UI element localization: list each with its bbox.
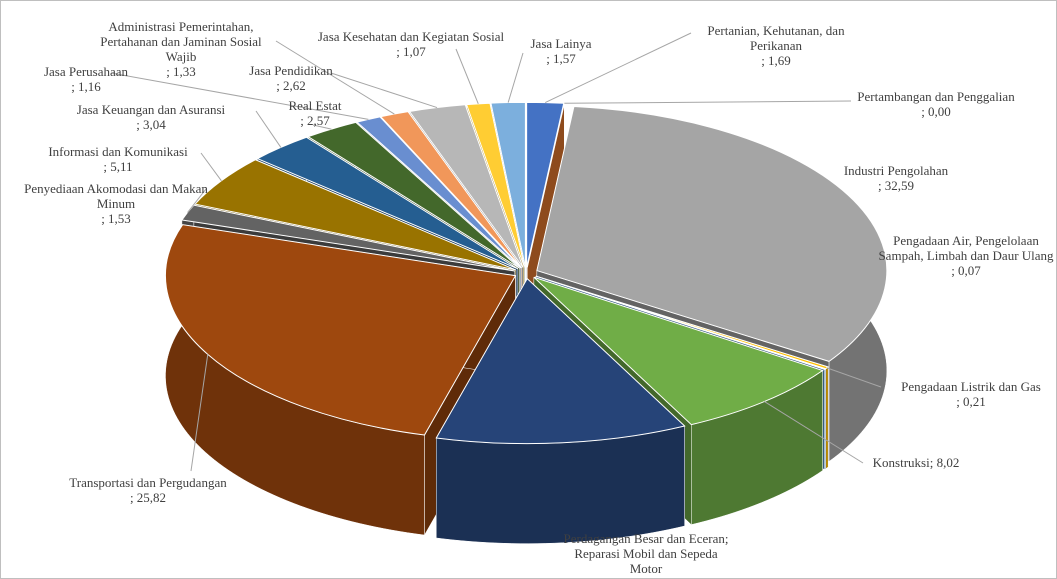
leader-line	[564, 100, 852, 104]
slice	[526, 101, 565, 268]
slice	[536, 105, 888, 362]
data-label: Konstruksi; 8,02	[856, 455, 976, 470]
leader-line	[455, 48, 479, 105]
slice	[355, 116, 522, 269]
data-label: Jasa Kesehatan dan Kegiatan Sosial; 1,07	[316, 29, 506, 59]
category-name: Pengadaan Listrik dan Gas	[901, 379, 1041, 394]
slice	[435, 277, 686, 445]
slice-wall	[436, 425, 685, 544]
value-label: ; 2,57	[300, 113, 330, 128]
data-label: Perdagangan Besar dan Eceran; Reparasi M…	[559, 531, 734, 578]
leader-line	[187, 188, 207, 213]
data-label: Pertanian, Kehutanan, dan Perikanan; 1,6…	[684, 23, 869, 68]
value-label: ; 1,53	[101, 211, 131, 226]
value-label: ; 1,69	[761, 53, 791, 68]
value-label: ; 0,00	[921, 104, 951, 119]
value-label: ; 1,57	[546, 51, 576, 66]
category-name: Pertanian, Kehutanan, dan Perikanan	[707, 23, 845, 53]
data-label: Transportasi dan Pergudangan; 25,82	[38, 475, 258, 505]
value-label: ; 5,11	[103, 159, 133, 174]
data-label: Jasa Pendidikan; 2,62	[241, 63, 341, 93]
leader-line	[544, 32, 692, 104]
data-label: Pengadaan Listrik dan Gas; 0,21	[881, 379, 1056, 409]
leader-line	[312, 124, 332, 130]
category-name: Industri Pengolahan	[843, 163, 949, 178]
value-label: ; 3,04	[136, 117, 166, 132]
data-label: Pertambangan dan Penggalian; 0,00	[836, 89, 1036, 119]
category-name: Jasa Lainya	[530, 36, 592, 51]
leader-line	[190, 354, 209, 472]
category-name: Jasa Keuangan dan Asuransi	[76, 102, 226, 117]
slice	[193, 159, 517, 271]
data-label: Jasa Lainya; 1,57	[511, 36, 611, 66]
category-name: Konstruksi	[872, 455, 930, 470]
slice	[490, 101, 526, 268]
leader-line	[110, 72, 369, 120]
data-label: Administrasi Pemerintahan, Pertahanan da…	[96, 19, 266, 79]
slice	[526, 103, 565, 268]
category-name: Real Estat	[288, 98, 342, 113]
data-label: Pengadaan Air, Pengelolaan Sampah, Limba…	[876, 233, 1056, 278]
category-name: Transportasi dan Pergudangan	[69, 475, 227, 490]
slice	[256, 136, 519, 270]
category-name: Jasa Kesehatan dan Kegiatan Sosial	[317, 29, 505, 44]
leader-line	[200, 152, 222, 182]
value-label: ; 25,82	[129, 490, 167, 505]
value-label: ; 0,07	[951, 263, 981, 278]
leader-line	[826, 367, 882, 388]
leader-line	[275, 40, 395, 115]
leader-line	[763, 401, 864, 464]
value-label: ; 11,61	[628, 576, 664, 578]
category-name: Informasi dan Komunikasi	[48, 144, 188, 159]
category-name: Perdagangan Besar dan Eceran; Reparasi M…	[563, 531, 729, 576]
value-label: ; 1,33	[166, 64, 196, 79]
data-label: Jasa Keuangan dan Asuransi; 3,04	[51, 102, 251, 132]
value-label: ; 0,21	[956, 394, 986, 409]
slice-wall	[825, 366, 829, 470]
category-name: Jasa Perusahaan	[43, 64, 129, 79]
data-label: Informasi dan Komunikasi; 5,11	[18, 144, 218, 174]
slice-wall	[824, 368, 826, 470]
value-label: ; 8,02	[929, 455, 960, 470]
leader-line	[507, 52, 524, 103]
leader-line	[330, 72, 438, 109]
category-name: Pertambangan dan Penggalian	[857, 89, 1015, 104]
category-name: Pengadaan Air, Pengelolaan Sampah, Limba…	[878, 233, 1054, 263]
data-label: Penyediaan Akomodasi dan Makan Minum; 1,…	[16, 181, 216, 226]
category-name: Penyediaan Akomodasi dan Makan Minum	[24, 181, 208, 211]
category-name: Jasa Pendidikan	[249, 63, 333, 78]
category-name: Administrasi Pemerintahan, Pertahanan da…	[100, 19, 262, 64]
slice	[465, 102, 525, 268]
value-label: ; 2,62	[276, 78, 306, 93]
value-label: ; 1,16	[71, 79, 101, 94]
value-label: ; 1,07	[396, 44, 426, 59]
value-label: ; 32,59	[877, 178, 915, 193]
leader-line	[255, 110, 282, 148]
data-label: Real Estat; 2,57	[285, 98, 345, 128]
slice	[164, 224, 517, 436]
data-label: Industri Pengolahan; 32,59	[836, 163, 956, 193]
data-label: Jasa Perusahaan; 1,16	[26, 64, 146, 94]
slice	[535, 275, 827, 370]
